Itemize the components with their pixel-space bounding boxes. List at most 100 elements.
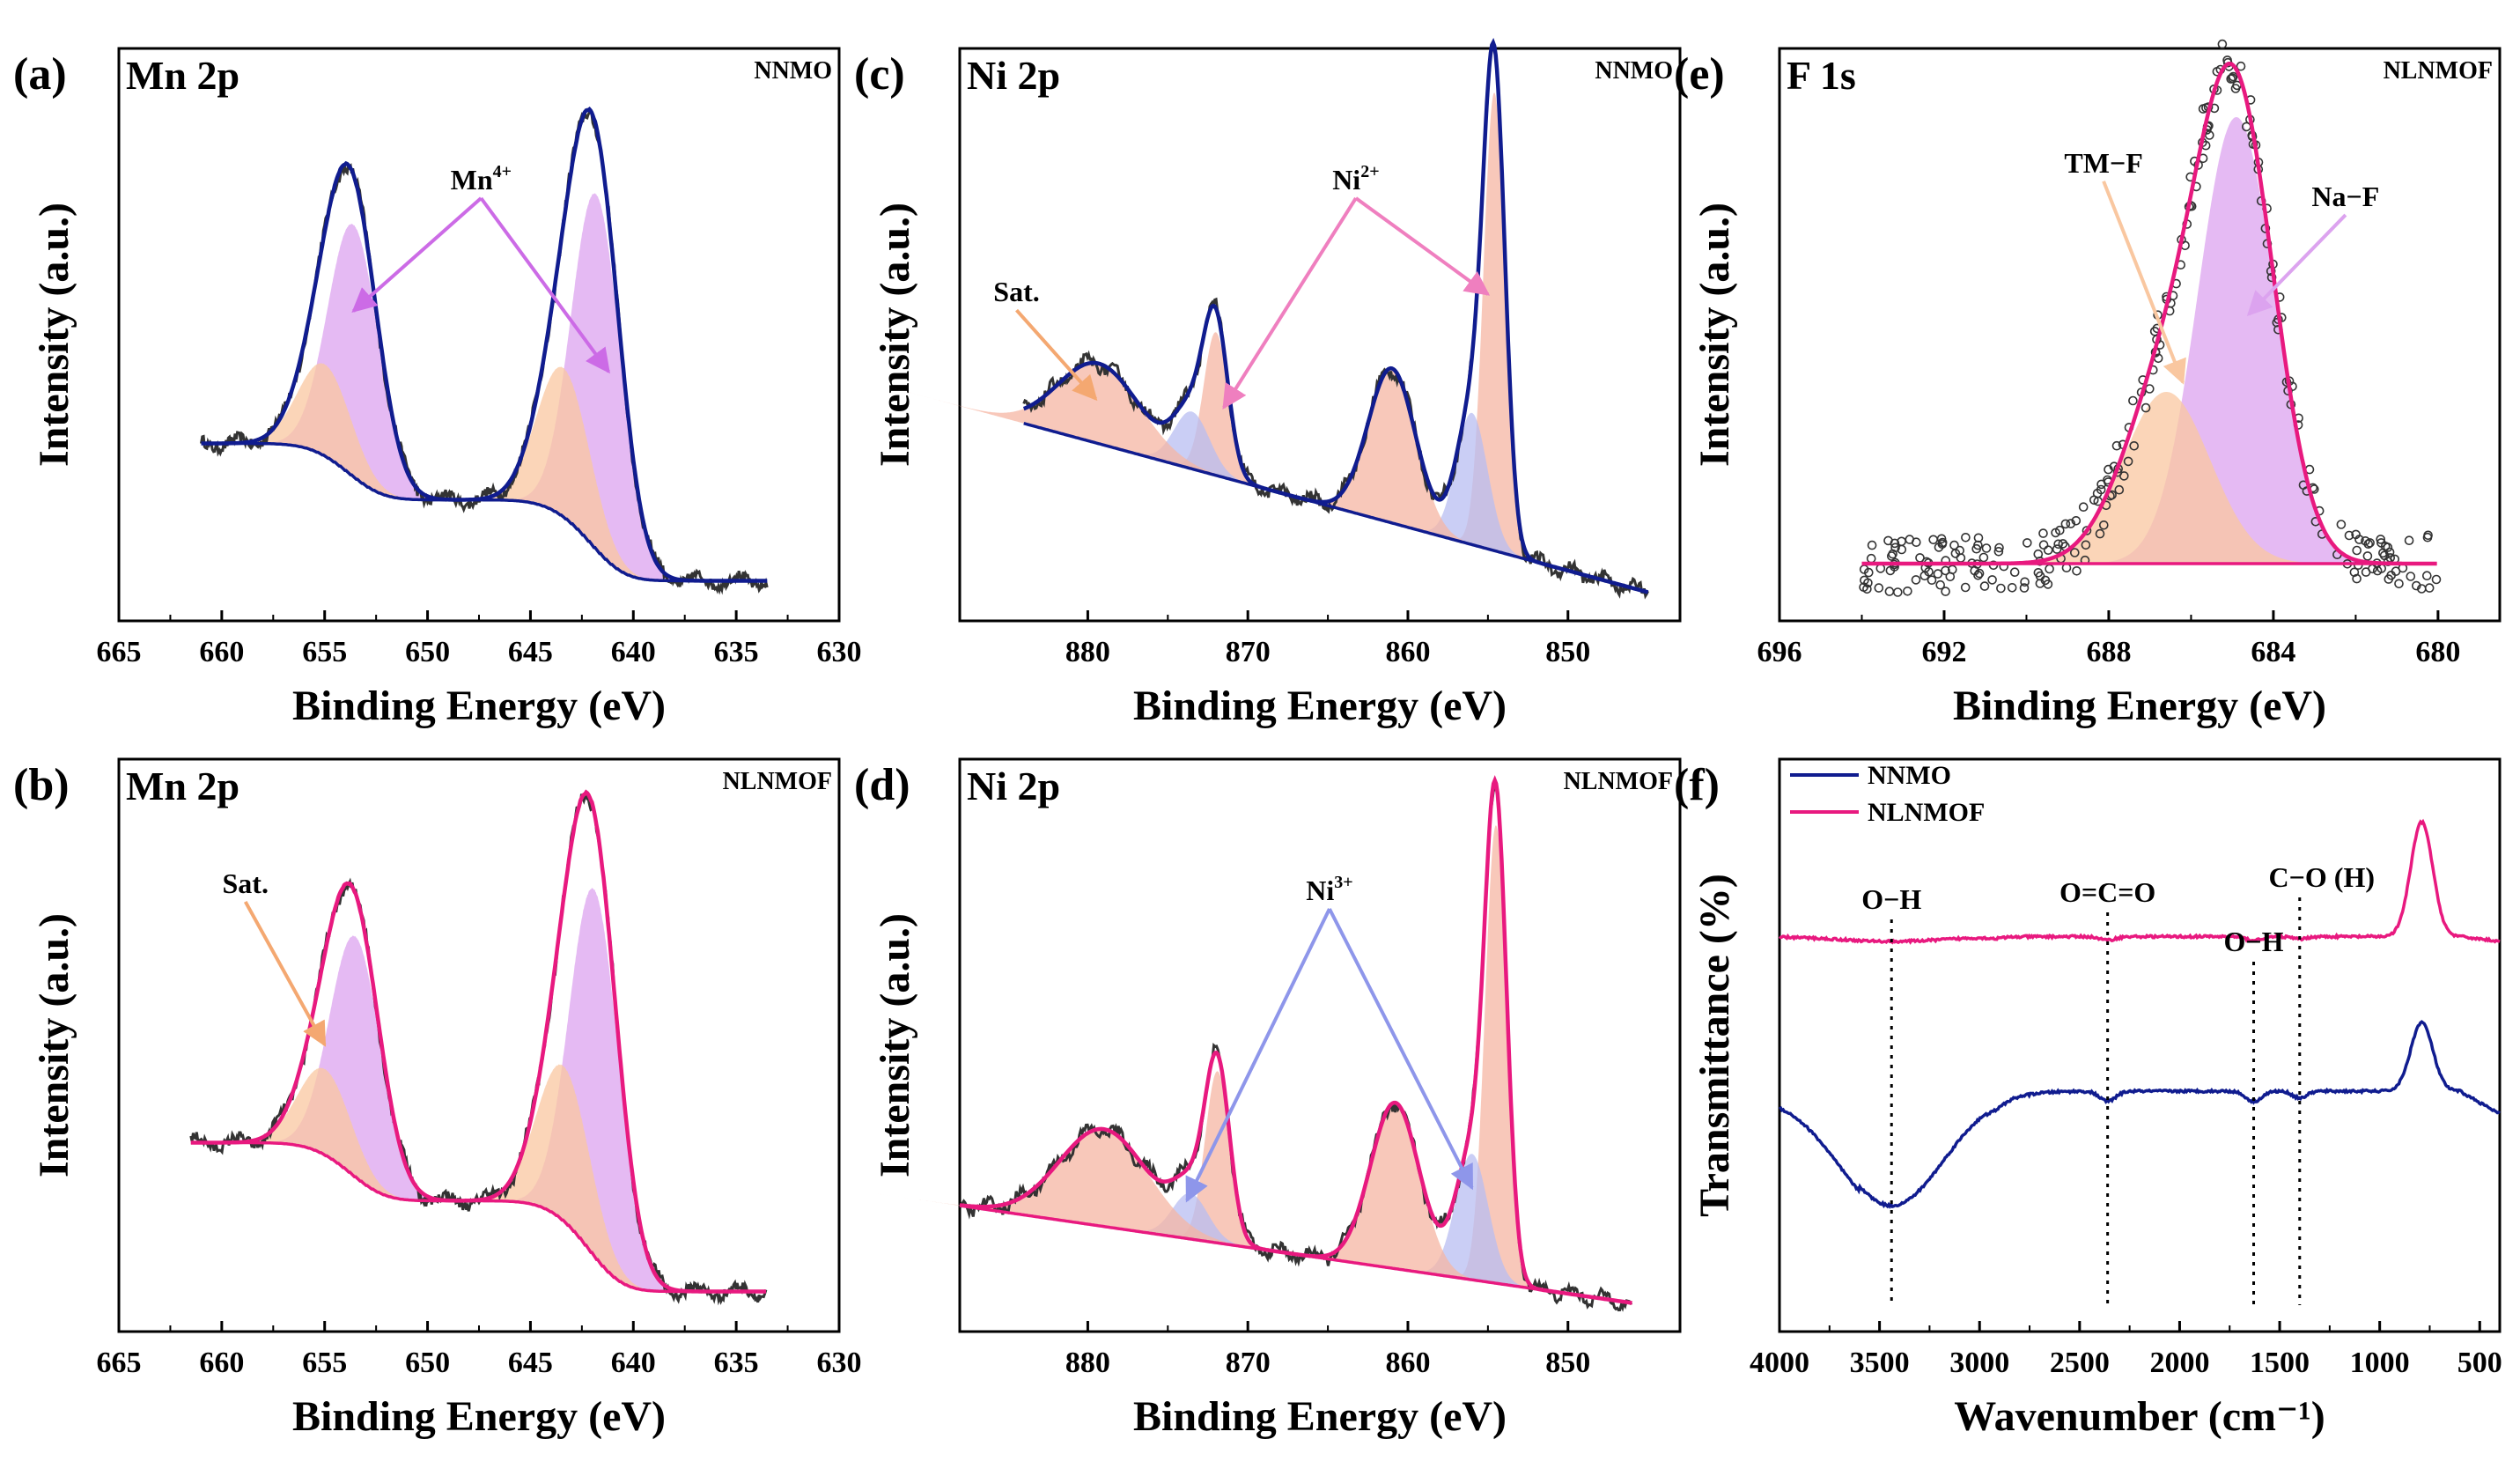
panel-title: F 1s [1787,53,1856,98]
x-axis: 880 870 860 850 [1065,1321,1590,1379]
plot-frame [117,47,841,623]
x-tick-label: 2500 [2050,1347,2110,1379]
annotation-text: Sat. [222,867,268,899]
data-point [1973,570,1983,580]
data-point [1864,567,1874,578]
annotations: Sat. Ni2+ [993,162,1491,410]
data-point [2404,535,2414,546]
x-tick-label: 3500 [1850,1347,1910,1379]
x-tick-label: 650 [405,1347,450,1379]
annotation-label: Ni3+ [1306,873,1352,906]
peak-mn4- [467,887,721,1292]
data-point [1912,537,1921,548]
data-point [2406,572,2416,581]
raw-spectrum [959,781,1633,1312]
x-tick-label: 692 [1921,636,1966,668]
annotation-arrow [2102,181,2186,385]
annotation-arrow [351,196,483,314]
peak-ni3- [1098,1192,1282,1252]
data-point [2033,549,2044,559]
annotations: Mn4+ [351,162,610,374]
data-point [2352,545,2362,556]
data-point [2362,551,2373,561]
annotation-arrow [1015,308,1098,402]
data-point [2363,539,2374,550]
annotation-arrow [2246,213,2347,316]
x-tick-label: 680 [2415,636,2460,668]
plot-frame [958,47,1682,623]
x-tick-label: 860 [1385,1347,1430,1379]
panel-label: (d) [854,760,910,810]
x-tick-label: 665 [97,1347,142,1379]
band-label: O−H [2224,926,2284,957]
annotation-arrow [479,196,610,374]
data-point [1862,584,1872,594]
data-point [2230,84,2241,93]
x-axis-label: Binding Energy (eV) [292,1393,666,1440]
x-tick-label: 635 [714,1347,759,1379]
x-axis-label: Binding Energy (eV) [1133,683,1507,729]
annotation-label: Na−F [2311,181,2379,212]
panel-f: 4000 3500 3000 2500 2000 1500 1000 500 Wavenumbe… [1674,757,2502,1440]
x-tick-label: 655 [302,1347,347,1379]
plot-frame [1778,47,2502,623]
peak-sat- [1268,1103,1522,1288]
panel-label: (b) [13,760,70,810]
data-point [2045,564,2054,574]
x-tick-label: 850 [1545,636,1590,668]
data-point [2141,402,2151,413]
data-point [2376,535,2385,544]
data-point [1960,582,1971,593]
peak-na-f [2037,117,2436,564]
data-point [1996,583,2006,594]
peak-mn4- [469,193,724,581]
peak-components [874,825,1557,1293]
peak-tm-f [1940,392,2393,564]
data-point [1941,587,1950,596]
x-tick-label: 660 [199,636,244,668]
data-point [1973,540,1983,550]
data-point [1978,552,1989,563]
sample-label: NNMO [1595,57,1673,85]
x-tick-label: 650 [405,636,450,668]
annotation-label: TM−F [2064,147,2142,179]
peak-ni2- [1153,1071,1281,1252]
data-point [2352,573,2362,584]
peak-sat- [874,1128,1333,1260]
panel-label: (e) [1674,49,1725,100]
y-axis-label: Intensity (a.u.) [872,913,918,1177]
peak-components [888,92,1553,567]
data-point [2205,130,2214,140]
x-tick-label: 2000 [2149,1347,2209,1379]
annotation-text: TM−F [2064,147,2142,179]
plot-frame [1778,757,2502,1333]
raw-spectrum [189,793,768,1306]
data-point [2217,39,2228,49]
fit-envelope [190,789,766,1294]
legend: NNMO NLNMOF [1790,761,1985,827]
data-point [2023,538,2032,548]
annotation-arrow [1222,196,1358,410]
peak-sat- [888,363,1311,501]
annotation-label: Sat. [993,276,1039,307]
peak-components [188,193,724,581]
data-point [2095,528,2105,539]
y-axis-label: Intensity (a.u.) [872,203,918,467]
data-point [2378,548,2388,558]
annotation-label: Mn4+ [451,162,512,196]
annotation-label: Sat. [222,867,268,899]
panel-label: (a) [13,49,67,100]
data-point [2071,515,2082,526]
band-label: C−O (H) [2269,861,2375,893]
data-point [2431,574,2442,585]
annotation-superscript: 2+ [1360,162,1379,181]
data-point [2129,440,2139,451]
peak-ni3- [1100,411,1284,494]
x-axis-label: Binding Energy (eV) [292,683,666,729]
data-point [2422,532,2433,542]
x-tick-label: 870 [1226,1347,1271,1379]
data-point [2412,580,2421,591]
x-axis: 696 692 688 684 680 [1757,610,2460,668]
annotation-text: Ni [1306,875,1334,906]
data-point [1981,543,1992,553]
